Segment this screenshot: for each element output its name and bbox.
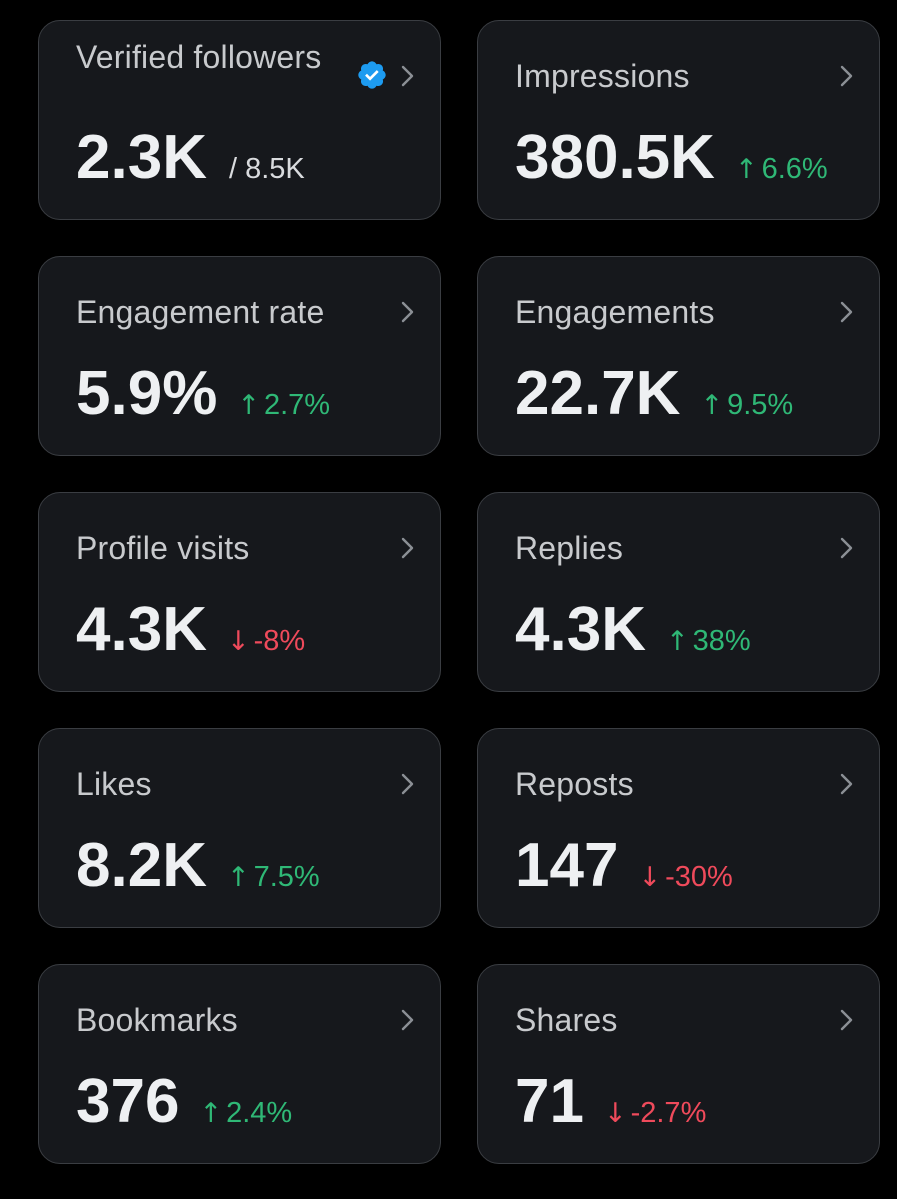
metric-card-likes[interactable]: Likes 8.2K ↑ 7.5%: [38, 728, 441, 928]
metric-value-row: 22.7K ↑ 9.5%: [515, 359, 793, 429]
arrow-down-icon: ↓: [638, 862, 662, 893]
chevron-right-icon[interactable]: [394, 535, 420, 561]
metric-delta: ↓ -30%: [638, 861, 732, 894]
metric-value: 4.3K: [515, 595, 646, 664]
metric-value-row: 71 ↓ -2.7%: [515, 1067, 706, 1137]
metrics-grid: Verified followers 2.3K / 8.5K Impressio…: [38, 20, 880, 1164]
metric-title: Reposts: [515, 766, 634, 802]
arrow-up-icon: ↑: [665, 626, 689, 657]
metric-delta: ↑ 2.7%: [237, 389, 330, 422]
metric-value-row: 5.9% ↑ 2.7%: [76, 359, 330, 429]
metric-delta: ↑ 6.6%: [735, 153, 828, 186]
arrow-up-icon: ↑: [199, 1098, 223, 1129]
metric-title: Impressions: [515, 58, 690, 94]
metric-value: 5.9%: [76, 359, 218, 428]
metric-delta: ↑ 9.5%: [700, 389, 793, 422]
verified-badge-icon: [356, 59, 388, 91]
chevron-right-icon[interactable]: [394, 63, 420, 89]
metric-title: Replies: [515, 530, 624, 566]
chevron-right-icon[interactable]: [833, 535, 859, 561]
metric-delta: ↑ 7.5%: [227, 861, 320, 894]
arrow-up-icon: ↑: [734, 154, 758, 185]
chevron-right-icon[interactable]: [394, 299, 420, 325]
arrow-up-icon: ↑: [237, 390, 260, 421]
chevron-right-icon[interactable]: [394, 771, 420, 797]
metric-delta: ↓ -8%: [227, 625, 305, 658]
metric-total: / 8.5K: [228, 153, 305, 185]
metric-delta-value: 7.5%: [253, 861, 320, 893]
metric-card-bookmarks[interactable]: Bookmarks 376 ↑ 2.4%: [38, 964, 441, 1164]
metric-value: 380.5K: [515, 123, 715, 192]
metric-card-shares[interactable]: Shares 71 ↓ -2.7%: [477, 964, 880, 1164]
metric-value-row: 380.5K ↑ 6.6%: [515, 123, 828, 193]
metric-delta-value: -2.7%: [630, 1097, 707, 1129]
metric-delta-value: 6.6%: [761, 153, 828, 185]
metric-card-verified-followers[interactable]: Verified followers 2.3K / 8.5K: [38, 20, 441, 220]
arrow-up-icon: ↑: [226, 862, 250, 893]
metric-title: Engagements: [515, 294, 715, 330]
metric-card-impressions[interactable]: Impressions 380.5K ↑ 6.6%: [477, 20, 880, 220]
metric-title: Likes: [76, 766, 152, 802]
metric-card-replies[interactable]: Replies 4.3K ↑ 38%: [477, 492, 880, 692]
metric-delta: ↑ 38%: [666, 625, 751, 658]
metric-title: Shares: [515, 1002, 618, 1038]
chevron-right-icon[interactable]: [833, 1007, 859, 1033]
arrow-up-icon: ↑: [700, 390, 724, 421]
metric-value: 22.7K: [515, 359, 681, 428]
metric-delta-value: 2.7%: [263, 389, 331, 421]
metric-value-row: 2.3K / 8.5K: [76, 123, 305, 193]
metric-delta-value: 9.5%: [727, 389, 794, 421]
metric-value: 71: [515, 1067, 584, 1136]
metric-value-row: 376 ↑ 2.4%: [76, 1067, 292, 1137]
metric-title: Verified followers: [76, 39, 322, 75]
metric-title: Engagement rate: [76, 294, 325, 330]
metric-card-engagement-rate[interactable]: Engagement rate 5.9% ↑ 2.7%: [38, 256, 441, 456]
metric-delta-value: 38%: [692, 625, 751, 657]
metric-title: Profile visits: [76, 530, 250, 566]
chevron-right-icon[interactable]: [833, 771, 859, 797]
metric-value-row: 147 ↓ -30%: [515, 831, 733, 901]
metric-delta-value: -30%: [665, 861, 733, 893]
metric-title: Bookmarks: [76, 1002, 238, 1038]
metric-delta-value: 2.4%: [226, 1097, 293, 1129]
metric-delta: ↑ 2.4%: [199, 1097, 292, 1130]
metric-card-engagements[interactable]: Engagements 22.7K ↑ 9.5%: [477, 256, 880, 456]
metric-card-reposts[interactable]: Reposts 147 ↓ -30%: [477, 728, 880, 928]
metric-value: 4.3K: [76, 595, 207, 664]
metric-value: 2.3K: [76, 123, 207, 192]
metric-value: 8.2K: [76, 831, 207, 900]
chevron-right-icon[interactable]: [833, 299, 859, 325]
metric-delta: ↓ -2.7%: [604, 1097, 706, 1130]
arrow-down-icon: ↓: [226, 626, 250, 657]
arrow-down-icon: ↓: [603, 1098, 627, 1129]
chevron-right-icon[interactable]: [833, 63, 859, 89]
metric-delta-value: -8%: [253, 625, 306, 657]
chevron-right-icon[interactable]: [394, 1007, 420, 1033]
metric-value: 376: [76, 1067, 180, 1136]
metric-value-row: 8.2K ↑ 7.5%: [76, 831, 320, 901]
metric-card-profile-visits[interactable]: Profile visits 4.3K ↓ -8%: [38, 492, 441, 692]
metric-value-row: 4.3K ↓ -8%: [76, 595, 305, 665]
metric-value-row: 4.3K ↑ 38%: [515, 595, 751, 665]
metric-value: 147: [515, 831, 619, 900]
